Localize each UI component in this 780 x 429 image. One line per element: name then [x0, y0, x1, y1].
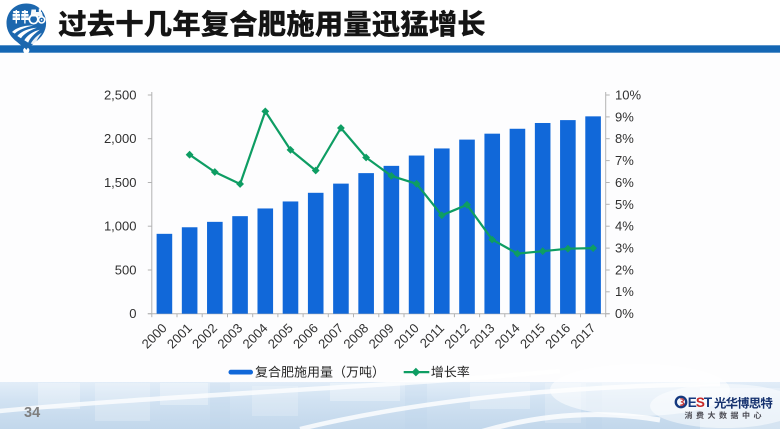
svg-text:8%: 8%	[615, 131, 634, 146]
svg-text:2,500: 2,500	[104, 87, 137, 102]
svg-text:2%: 2%	[615, 262, 634, 277]
svg-text:6%: 6%	[615, 175, 634, 190]
svg-text:9%: 9%	[615, 109, 634, 124]
svg-text:4%: 4%	[615, 219, 634, 234]
svg-text:7%: 7%	[615, 153, 634, 168]
svg-text:500: 500	[115, 262, 137, 277]
svg-text:3%: 3%	[615, 241, 634, 256]
svg-text:10%: 10%	[615, 87, 641, 102]
svg-text:1,000: 1,000	[104, 219, 137, 234]
svg-text:1%: 1%	[615, 284, 634, 299]
svg-text:2,000: 2,000	[104, 131, 137, 146]
svg-text:0%: 0%	[615, 306, 634, 321]
svg-text:0: 0	[129, 306, 136, 321]
svg-text:1,500: 1,500	[104, 175, 137, 190]
svg-text:5%: 5%	[615, 197, 634, 212]
svg-text:34: 34	[24, 405, 40, 421]
svg-text:EST: EST	[688, 395, 713, 410]
